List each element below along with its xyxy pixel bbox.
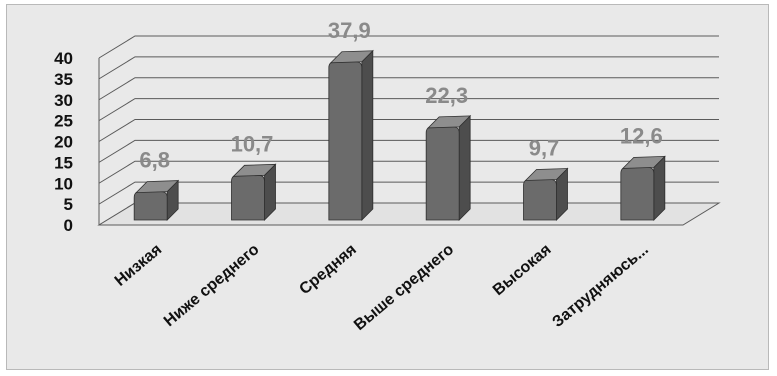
y-tick-label: 5 <box>64 195 73 214</box>
bar-side <box>458 114 471 221</box>
gridlines <box>98 35 719 226</box>
value-label: 12,6 <box>620 123 663 148</box>
value-label: 10,7 <box>231 131 274 156</box>
gridline <box>98 119 719 142</box>
category-label: Выше среднего <box>351 241 457 334</box>
value-label: 9,7 <box>529 136 560 161</box>
y-tick-label: 35 <box>54 70 73 89</box>
bars <box>133 49 666 221</box>
gridline <box>98 56 719 80</box>
y-tick-label: 30 <box>54 91 73 110</box>
category-label: Затрудняюсь... <box>549 241 651 331</box>
bar <box>425 114 472 221</box>
gridline <box>98 35 719 59</box>
bar <box>523 167 569 221</box>
bar <box>328 49 374 221</box>
gridline <box>98 77 719 101</box>
value-label: 22,3 <box>425 83 468 108</box>
bar <box>133 179 180 221</box>
bar-front <box>523 179 557 221</box>
y-tick-label: 0 <box>64 216 73 235</box>
bar <box>231 163 277 221</box>
gridline <box>98 160 719 184</box>
y-tick-label: 15 <box>54 153 73 172</box>
bar-top <box>135 180 180 194</box>
gridline <box>98 139 719 163</box>
bar-front <box>620 166 655 221</box>
y-tick-label: 25 <box>54 112 73 131</box>
category-label: Высокая <box>490 241 555 299</box>
bar-top <box>232 163 277 177</box>
bar-front <box>425 126 460 221</box>
value-labels: 6,8 10,7 37,9 22,3 9,7 12,6 <box>139 18 662 173</box>
y-tick-label: 10 <box>54 174 73 193</box>
value-label: 6,8 <box>139 148 170 173</box>
category-label: Средняя <box>296 241 360 298</box>
category-label: Низкая <box>112 241 166 290</box>
y-tick-label: 40 <box>54 49 73 68</box>
bar-front <box>133 191 168 221</box>
category-label: Ниже среднего <box>161 241 263 330</box>
bar-top <box>329 50 374 64</box>
bar <box>620 155 666 221</box>
chart-frame: 0 5 10 15 20 25 30 35 40 6,8 10,7 37,9 22,3 9,7 12,6 … <box>6 4 769 370</box>
bar-top <box>427 115 472 129</box>
value-label: 37,9 <box>328 18 371 43</box>
bar-top <box>524 168 569 181</box>
bar-front <box>231 174 265 221</box>
bar-side <box>361 49 374 221</box>
y-tick-label: 20 <box>54 133 73 152</box>
bar-top <box>621 155 666 169</box>
bar-front <box>328 61 363 221</box>
gridline <box>98 98 719 122</box>
